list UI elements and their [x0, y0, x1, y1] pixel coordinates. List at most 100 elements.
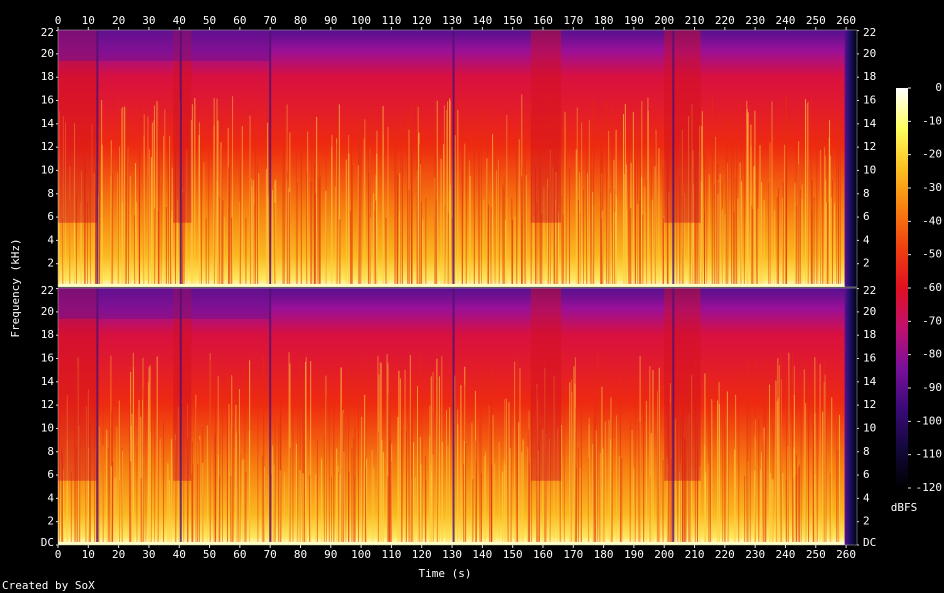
spectrogram-streak — [202, 462, 204, 545]
spectrogram-streak — [825, 400, 827, 545]
spectrogram-streak — [302, 400, 304, 545]
spectrogram-streak — [235, 404, 237, 545]
spectrogram-streak — [382, 452, 384, 545]
spectrogram-streak — [577, 447, 579, 545]
spectrogram-streak — [295, 151, 297, 287]
spectrogram-streak — [197, 464, 199, 545]
spectrogram-streak — [718, 381, 720, 545]
spectrogram-streak — [735, 394, 737, 545]
spectrogram-streak — [574, 432, 576, 545]
spectrogram-streak — [316, 116, 318, 287]
spectrogram-streak — [682, 394, 684, 545]
spectrogram-divider — [452, 288, 455, 542]
spectrogram-streak — [689, 403, 691, 545]
spectrogram-streak — [425, 198, 427, 287]
spectrogram-streak — [165, 206, 167, 287]
spectrogram-streak — [288, 352, 290, 545]
spectrogram-streak — [198, 439, 200, 545]
plots — [57, 29, 858, 546]
colorbar-tick-label: 0 — [935, 81, 942, 94]
spectrogram-streak — [377, 431, 379, 545]
spectrogram-streak — [420, 201, 422, 287]
spectrogram-streak — [704, 148, 706, 287]
spectrogram-streak — [711, 96, 713, 287]
spectrogram-streak — [696, 423, 698, 545]
spectrogram-streak — [436, 358, 438, 545]
spectrogram-streak — [311, 141, 313, 287]
spectrogram-streak — [518, 422, 520, 545]
spectrogram-streak — [147, 116, 149, 288]
spectrogram-streak — [351, 164, 353, 287]
y-tick-label-right: 16 — [863, 94, 876, 107]
spectrogram-streak — [713, 185, 715, 287]
spectrogram-streak — [769, 142, 771, 287]
spectrogram-streak — [457, 424, 459, 545]
spectrogram-tail — [844, 30, 857, 287]
spectrogram-streak — [353, 438, 355, 545]
spectrogram-streak — [495, 170, 497, 287]
spectrogram-streak — [192, 464, 194, 545]
spectrogram-streak — [190, 119, 192, 288]
spectrogram-streak — [476, 461, 478, 545]
spectrogram-streak — [698, 151, 700, 287]
spectrogram-streak — [721, 181, 723, 287]
spectrogram-streak — [823, 147, 825, 287]
spectrogram-streak — [157, 417, 159, 545]
spectrogram-upper — [97, 288, 195, 319]
spectrogram-streak — [183, 427, 185, 545]
spectrogram-streak — [59, 111, 61, 287]
spectrogram-divider — [269, 30, 272, 284]
x-tick-label: 0 — [55, 548, 62, 561]
spectrogram-streak — [539, 165, 541, 287]
spectrogram-streak — [274, 203, 276, 287]
spectrogram-streak — [831, 179, 833, 287]
y-tick-label-right: 6 — [863, 468, 870, 481]
spectrogram-streak — [822, 411, 824, 545]
spectrogram-quiet — [58, 30, 98, 223]
spectrogram-streak — [824, 374, 826, 545]
spectrogram-streak — [110, 355, 112, 545]
spectrogram-streak — [341, 405, 343, 545]
spectrogram-panel — [57, 29, 858, 288]
spectrogram-streak — [417, 107, 419, 287]
spectrogram-streak — [62, 218, 64, 287]
spectrogram-streak — [616, 198, 618, 287]
spectrogram-streak — [630, 207, 632, 287]
spectrogram-streak — [681, 207, 683, 287]
spectrogram-streak — [400, 120, 402, 288]
spectrogram-streak — [408, 129, 410, 287]
spectrogram-streak — [706, 155, 708, 287]
x-tick-label: 170 — [563, 548, 583, 561]
spectrogram-streak — [354, 426, 356, 545]
spectrogram-streak — [117, 94, 119, 288]
spectrogram-streak — [142, 357, 144, 545]
spectrogram-streak — [674, 419, 676, 545]
x-tick-label-top: 200 — [654, 14, 674, 27]
y-tick-label: 14 — [41, 375, 55, 388]
spectrogram-streak — [743, 129, 745, 287]
spectrogram-streak — [625, 164, 627, 287]
y-tick-label-right: 20 — [863, 47, 876, 60]
spectrogram-streak — [143, 387, 145, 545]
spectrogram-streak — [228, 404, 230, 545]
spectrogram-streak — [280, 398, 282, 545]
spectrogram-streak — [801, 198, 803, 287]
y-tick-label-right: 22 — [863, 284, 876, 297]
x-tick-label: 210 — [685, 548, 705, 561]
spectrogram-streak — [836, 126, 838, 287]
spectrogram-streak — [506, 115, 508, 287]
x-tick-label: 260 — [836, 548, 856, 561]
spectrogram-streak — [62, 469, 64, 545]
spectrogram-streak — [316, 439, 318, 545]
spectrogram-streak — [784, 144, 786, 287]
spectrogram-streak — [699, 125, 701, 287]
spectrogram-streak — [681, 129, 683, 287]
spectrogram-streak — [547, 188, 549, 287]
spectrogram-streak — [543, 186, 545, 287]
spectrogram-streak — [643, 372, 645, 545]
spectrogram-streak — [683, 438, 685, 545]
x-tick-label-top: 100 — [351, 14, 371, 27]
spectrogram-streak — [420, 464, 422, 545]
spectrogram-streak — [553, 114, 555, 287]
spectrogram-streak — [195, 394, 197, 545]
